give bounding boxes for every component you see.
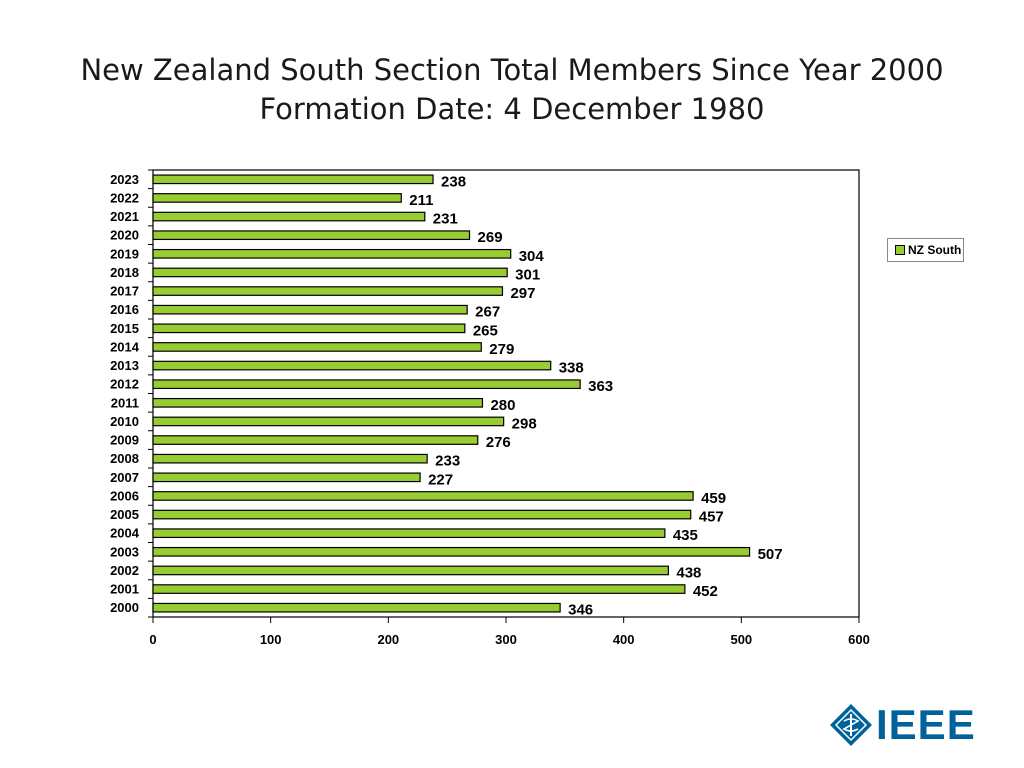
bar-2013 xyxy=(152,360,552,371)
chart-title-line2: Formation Date: 4 December 1980 xyxy=(259,92,765,126)
y-tick-label: 2002 xyxy=(110,563,139,578)
legend-swatch xyxy=(895,245,905,255)
y-tick-label: 2012 xyxy=(110,377,139,392)
y-tick-label: 2006 xyxy=(110,488,139,503)
y-tick-label: 2003 xyxy=(110,544,139,559)
data-label-2010: 298 xyxy=(512,415,537,432)
y-tick-label: 2010 xyxy=(110,414,139,429)
data-label-2009: 276 xyxy=(486,434,511,451)
bar-2023 xyxy=(152,174,434,185)
y-tick-label: 2016 xyxy=(110,302,139,317)
bar-2000 xyxy=(152,602,561,613)
y-tick-label: 2018 xyxy=(110,265,139,280)
bar-2006 xyxy=(152,491,694,501)
y-tick-label: 2020 xyxy=(110,228,139,243)
y-tick-label: 2017 xyxy=(110,284,139,299)
y-tick-label: 2008 xyxy=(110,451,139,466)
data-label-2019: 304 xyxy=(519,248,545,265)
data-label-2008: 233 xyxy=(435,453,460,470)
data-label-2011: 280 xyxy=(490,397,515,414)
x-tick-label: 200 xyxy=(377,632,399,647)
bar-2008 xyxy=(152,453,428,464)
data-label-2022: 211 xyxy=(409,192,433,209)
data-label-2021: 231 xyxy=(433,211,458,228)
x-tick-label: 300 xyxy=(495,632,517,647)
y-tick-label: 2022 xyxy=(110,190,139,205)
bar-2004 xyxy=(152,528,666,539)
y-tick-label: 2015 xyxy=(110,321,139,336)
data-label-2013: 338 xyxy=(559,360,584,377)
bar-2012 xyxy=(152,379,581,390)
data-label-2004: 435 xyxy=(673,527,698,544)
bar-2019 xyxy=(152,248,512,259)
data-label-2012: 363 xyxy=(588,378,613,395)
legend: NZ South xyxy=(887,238,964,262)
axis-ticks xyxy=(148,169,860,623)
bar-2005 xyxy=(152,509,692,520)
y-tick-label: 2004 xyxy=(110,526,140,541)
bar-2003 xyxy=(152,546,751,557)
legend-label: NZ South xyxy=(908,243,962,257)
data-label-2005: 457 xyxy=(699,509,724,526)
bars xyxy=(152,174,751,613)
bar-2018 xyxy=(152,267,508,278)
data-labels: 2382112312693043012972672652793383632802… xyxy=(409,173,782,618)
bar-2002 xyxy=(152,565,669,576)
y-tick-label: 2023 xyxy=(110,172,139,187)
y-tick-label: 2021 xyxy=(110,209,139,224)
ieee-logo: IEEE xyxy=(828,701,976,750)
x-tick-label: 100 xyxy=(260,632,282,647)
data-label-2018: 301 xyxy=(515,266,540,283)
data-label-2000: 346 xyxy=(568,602,593,619)
data-label-2017: 297 xyxy=(510,285,535,302)
y-tick-label: 2005 xyxy=(110,507,139,522)
y-tick-label: 2014 xyxy=(110,339,140,354)
data-label-2006: 459 xyxy=(701,490,726,507)
x-tick-label: 500 xyxy=(730,632,752,647)
data-label-2023: 238 xyxy=(441,173,466,190)
y-tick-labels: 2023 2022 2021 2020 2019 2018 2017 2016 2015 2014… xyxy=(110,172,140,615)
data-label-2016: 267 xyxy=(475,304,500,321)
ieee-wordmark: IEEE xyxy=(876,701,976,748)
y-tick-label: 2009 xyxy=(110,433,139,448)
data-label-2014: 279 xyxy=(489,341,514,358)
chart-title-line1: New Zealand South Section Total Members … xyxy=(80,53,944,87)
bar-2016 xyxy=(152,304,468,315)
plot-area xyxy=(152,169,860,618)
data-label-2001: 452 xyxy=(693,583,718,600)
data-label-2015: 265 xyxy=(473,322,498,339)
bar-2015 xyxy=(152,323,466,334)
bar-2021 xyxy=(152,211,426,222)
x-tick-label: 400 xyxy=(613,632,635,647)
bar-2014 xyxy=(152,342,482,352)
y-tick-label: 2019 xyxy=(110,246,139,261)
bar-2010 xyxy=(152,416,505,427)
y-tick-label: 2011 xyxy=(111,395,139,410)
bar-2011 xyxy=(152,397,484,408)
y-tick-label: 2007 xyxy=(110,470,139,485)
y-tick-label: 2000 xyxy=(110,600,139,615)
data-label-2020: 269 xyxy=(478,229,503,246)
y-tick-label: 2013 xyxy=(110,358,139,373)
x-tick-label: 0 xyxy=(149,632,156,647)
bar-2009 xyxy=(152,435,479,445)
bar-2020 xyxy=(152,230,471,241)
bar-2007 xyxy=(152,472,421,483)
data-label-2003: 507 xyxy=(758,546,783,563)
data-label-2007: 227 xyxy=(428,471,453,488)
bar-2017 xyxy=(152,286,504,296)
x-tick-label: 600 xyxy=(848,632,870,647)
ieee-diamond-icon xyxy=(830,704,872,746)
x-tick-labels: 0 100 200 300 400 500 600 xyxy=(149,632,869,647)
data-label-2002: 438 xyxy=(676,564,701,581)
bar-2022 xyxy=(152,193,402,203)
y-tick-label: 2001 xyxy=(110,582,139,597)
bar-2001 xyxy=(152,584,686,594)
